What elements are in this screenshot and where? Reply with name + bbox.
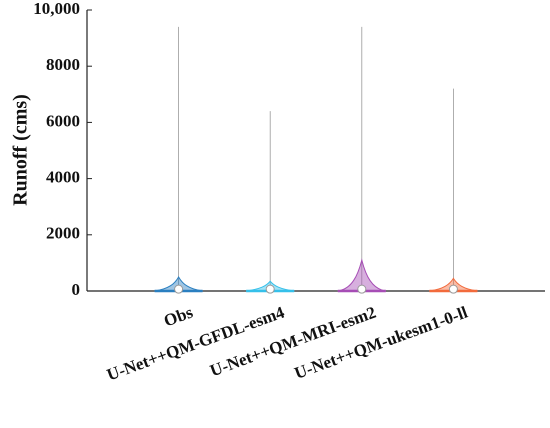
y-tick-label: 8000 — [46, 55, 80, 74]
median-marker — [265, 284, 275, 294]
median-marker — [174, 284, 184, 294]
y-tick-label: 10,000 — [33, 0, 80, 18]
x-tick-label: U-Net++QM-ukesm1-0-ll — [292, 302, 470, 382]
median-marker — [357, 284, 367, 294]
y-tick-label: 4000 — [46, 168, 80, 187]
violin-body — [154, 275, 203, 292]
y-tick-label: 6000 — [46, 111, 80, 130]
x-tick-label: Obs — [161, 302, 195, 330]
y-tick-label: 2000 — [46, 224, 80, 243]
y-tick-label: 0 — [72, 280, 81, 299]
median-marker — [448, 284, 458, 294]
y-axis-label: Runoff (cms) — [10, 94, 32, 206]
violin-body — [337, 258, 386, 292]
